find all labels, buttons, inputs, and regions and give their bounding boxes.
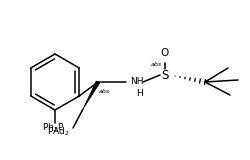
Text: S: S [161,68,168,81]
Text: abs: abs [98,89,110,94]
Text: abs: abs [150,62,161,67]
Text: O: O [160,48,168,58]
Text: H: H [136,89,142,98]
Polygon shape [83,81,99,109]
Text: NH: NH [130,76,143,85]
Text: Ph$_2$P: Ph$_2$P [42,122,65,134]
Text: PAd$_2$: PAd$_2$ [46,125,69,137]
